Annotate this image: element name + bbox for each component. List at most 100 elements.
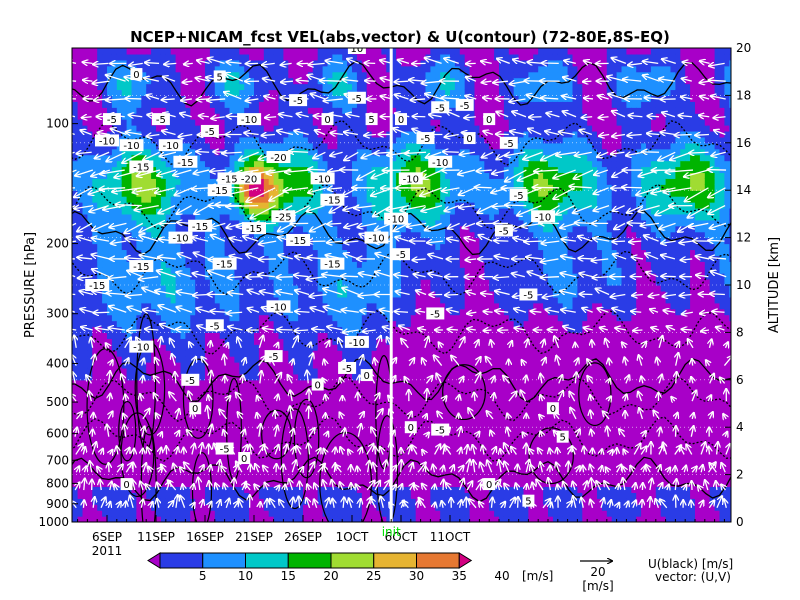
speed-cell xyxy=(185,184,191,191)
speed-cell xyxy=(107,516,113,522)
speed-cell xyxy=(342,202,348,209)
speed-cell xyxy=(141,148,147,156)
speed-cell xyxy=(327,403,333,411)
speed-cell xyxy=(239,107,245,114)
speed-cell xyxy=(229,267,235,274)
speed-cell xyxy=(356,261,363,268)
speed-cell xyxy=(278,338,284,345)
speed-cell xyxy=(268,178,275,185)
speed-cell xyxy=(102,444,108,452)
speed-cell xyxy=(165,474,172,482)
speed-cell xyxy=(322,279,329,286)
speed-cell xyxy=(116,296,123,304)
speed-cell xyxy=(268,249,275,256)
speed-cell xyxy=(190,130,196,138)
plot-area: 0 510-5 -5-5-10-5 -50 5 0-5-5 -500-5-10 -10-10-… xyxy=(72,48,731,522)
speed-cell xyxy=(151,125,157,132)
speed-cell xyxy=(97,367,103,375)
speed-cell xyxy=(263,125,270,132)
speed-cell xyxy=(254,421,260,428)
speed-cell xyxy=(263,427,270,434)
speed-cell xyxy=(219,65,226,73)
speed-cell xyxy=(303,450,309,458)
speed-cell xyxy=(136,486,142,493)
speed-cell xyxy=(156,385,162,393)
speed-cell xyxy=(102,456,108,464)
speed-cell xyxy=(190,427,196,434)
speed-cell xyxy=(332,314,338,322)
speed-cell xyxy=(111,296,118,304)
speed-cell xyxy=(156,243,162,251)
speed-cell xyxy=(151,367,157,375)
speed-cell xyxy=(111,166,118,174)
speed-cell xyxy=(185,474,191,482)
speed-cell xyxy=(72,279,79,286)
speed-cell xyxy=(239,302,245,310)
speed-cell xyxy=(347,504,353,511)
speed-cell xyxy=(347,196,353,203)
speed-cell xyxy=(82,89,88,96)
speed-cell xyxy=(298,344,304,351)
speed-cell xyxy=(111,231,118,239)
speed-cell xyxy=(293,314,299,322)
speed-cell xyxy=(200,474,206,482)
speed-cell xyxy=(288,83,294,91)
speed-cell xyxy=(185,261,191,268)
speed-cell xyxy=(146,219,152,227)
speed-cell xyxy=(126,219,133,227)
speed-cell xyxy=(77,178,84,185)
speed-cell xyxy=(180,332,186,339)
speed-cell xyxy=(224,332,231,339)
speed-cell xyxy=(361,433,368,440)
speed-cell xyxy=(141,504,147,511)
speed-cell xyxy=(151,95,157,102)
speed-cell xyxy=(200,409,206,416)
speed-cell xyxy=(82,356,88,363)
speed-cell xyxy=(205,196,211,203)
speed-cell xyxy=(283,48,289,55)
speed-cell xyxy=(332,184,338,191)
speed-cell xyxy=(229,207,235,215)
speed-cell xyxy=(185,403,191,411)
speed-cell xyxy=(185,350,191,357)
speed-cell xyxy=(342,178,348,185)
speed-cell xyxy=(361,314,368,322)
speed-cell xyxy=(185,468,191,476)
speed-cell xyxy=(185,130,191,138)
speed-cell xyxy=(307,107,314,114)
speed-cell xyxy=(258,415,265,422)
speed-cell xyxy=(82,160,88,168)
speed-cell xyxy=(278,362,284,369)
speed-cell xyxy=(126,516,133,522)
speed-cell xyxy=(102,320,108,328)
speed-cell xyxy=(356,439,363,446)
speed-cell xyxy=(165,516,172,522)
speed-cell xyxy=(293,190,299,197)
speed-cell xyxy=(283,249,289,256)
speed-cell xyxy=(116,332,123,339)
speed-cell xyxy=(97,296,103,304)
speed-cell xyxy=(312,285,319,292)
speed-cell xyxy=(136,83,142,91)
speed-cell xyxy=(72,178,74,185)
speed-cell xyxy=(165,196,172,203)
speed-cell xyxy=(258,373,265,381)
speed-cell xyxy=(366,261,373,268)
speed-cell xyxy=(82,504,88,511)
speed-cell xyxy=(107,308,113,316)
speed-cell xyxy=(97,344,103,351)
speed-cell xyxy=(72,237,74,245)
speed-cell xyxy=(146,373,152,381)
speed-cell xyxy=(327,367,333,375)
speed-cell xyxy=(190,326,196,333)
speed-cell xyxy=(180,172,186,179)
speed-cell xyxy=(87,125,93,132)
speed-cell xyxy=(107,320,113,328)
speed-cell xyxy=(278,273,284,280)
speed-cell xyxy=(356,285,363,292)
speed-cell xyxy=(327,332,333,339)
speed-cell xyxy=(209,433,216,440)
speed-cell xyxy=(244,184,250,191)
speed-cell xyxy=(303,160,309,168)
speed-cell xyxy=(293,225,299,233)
